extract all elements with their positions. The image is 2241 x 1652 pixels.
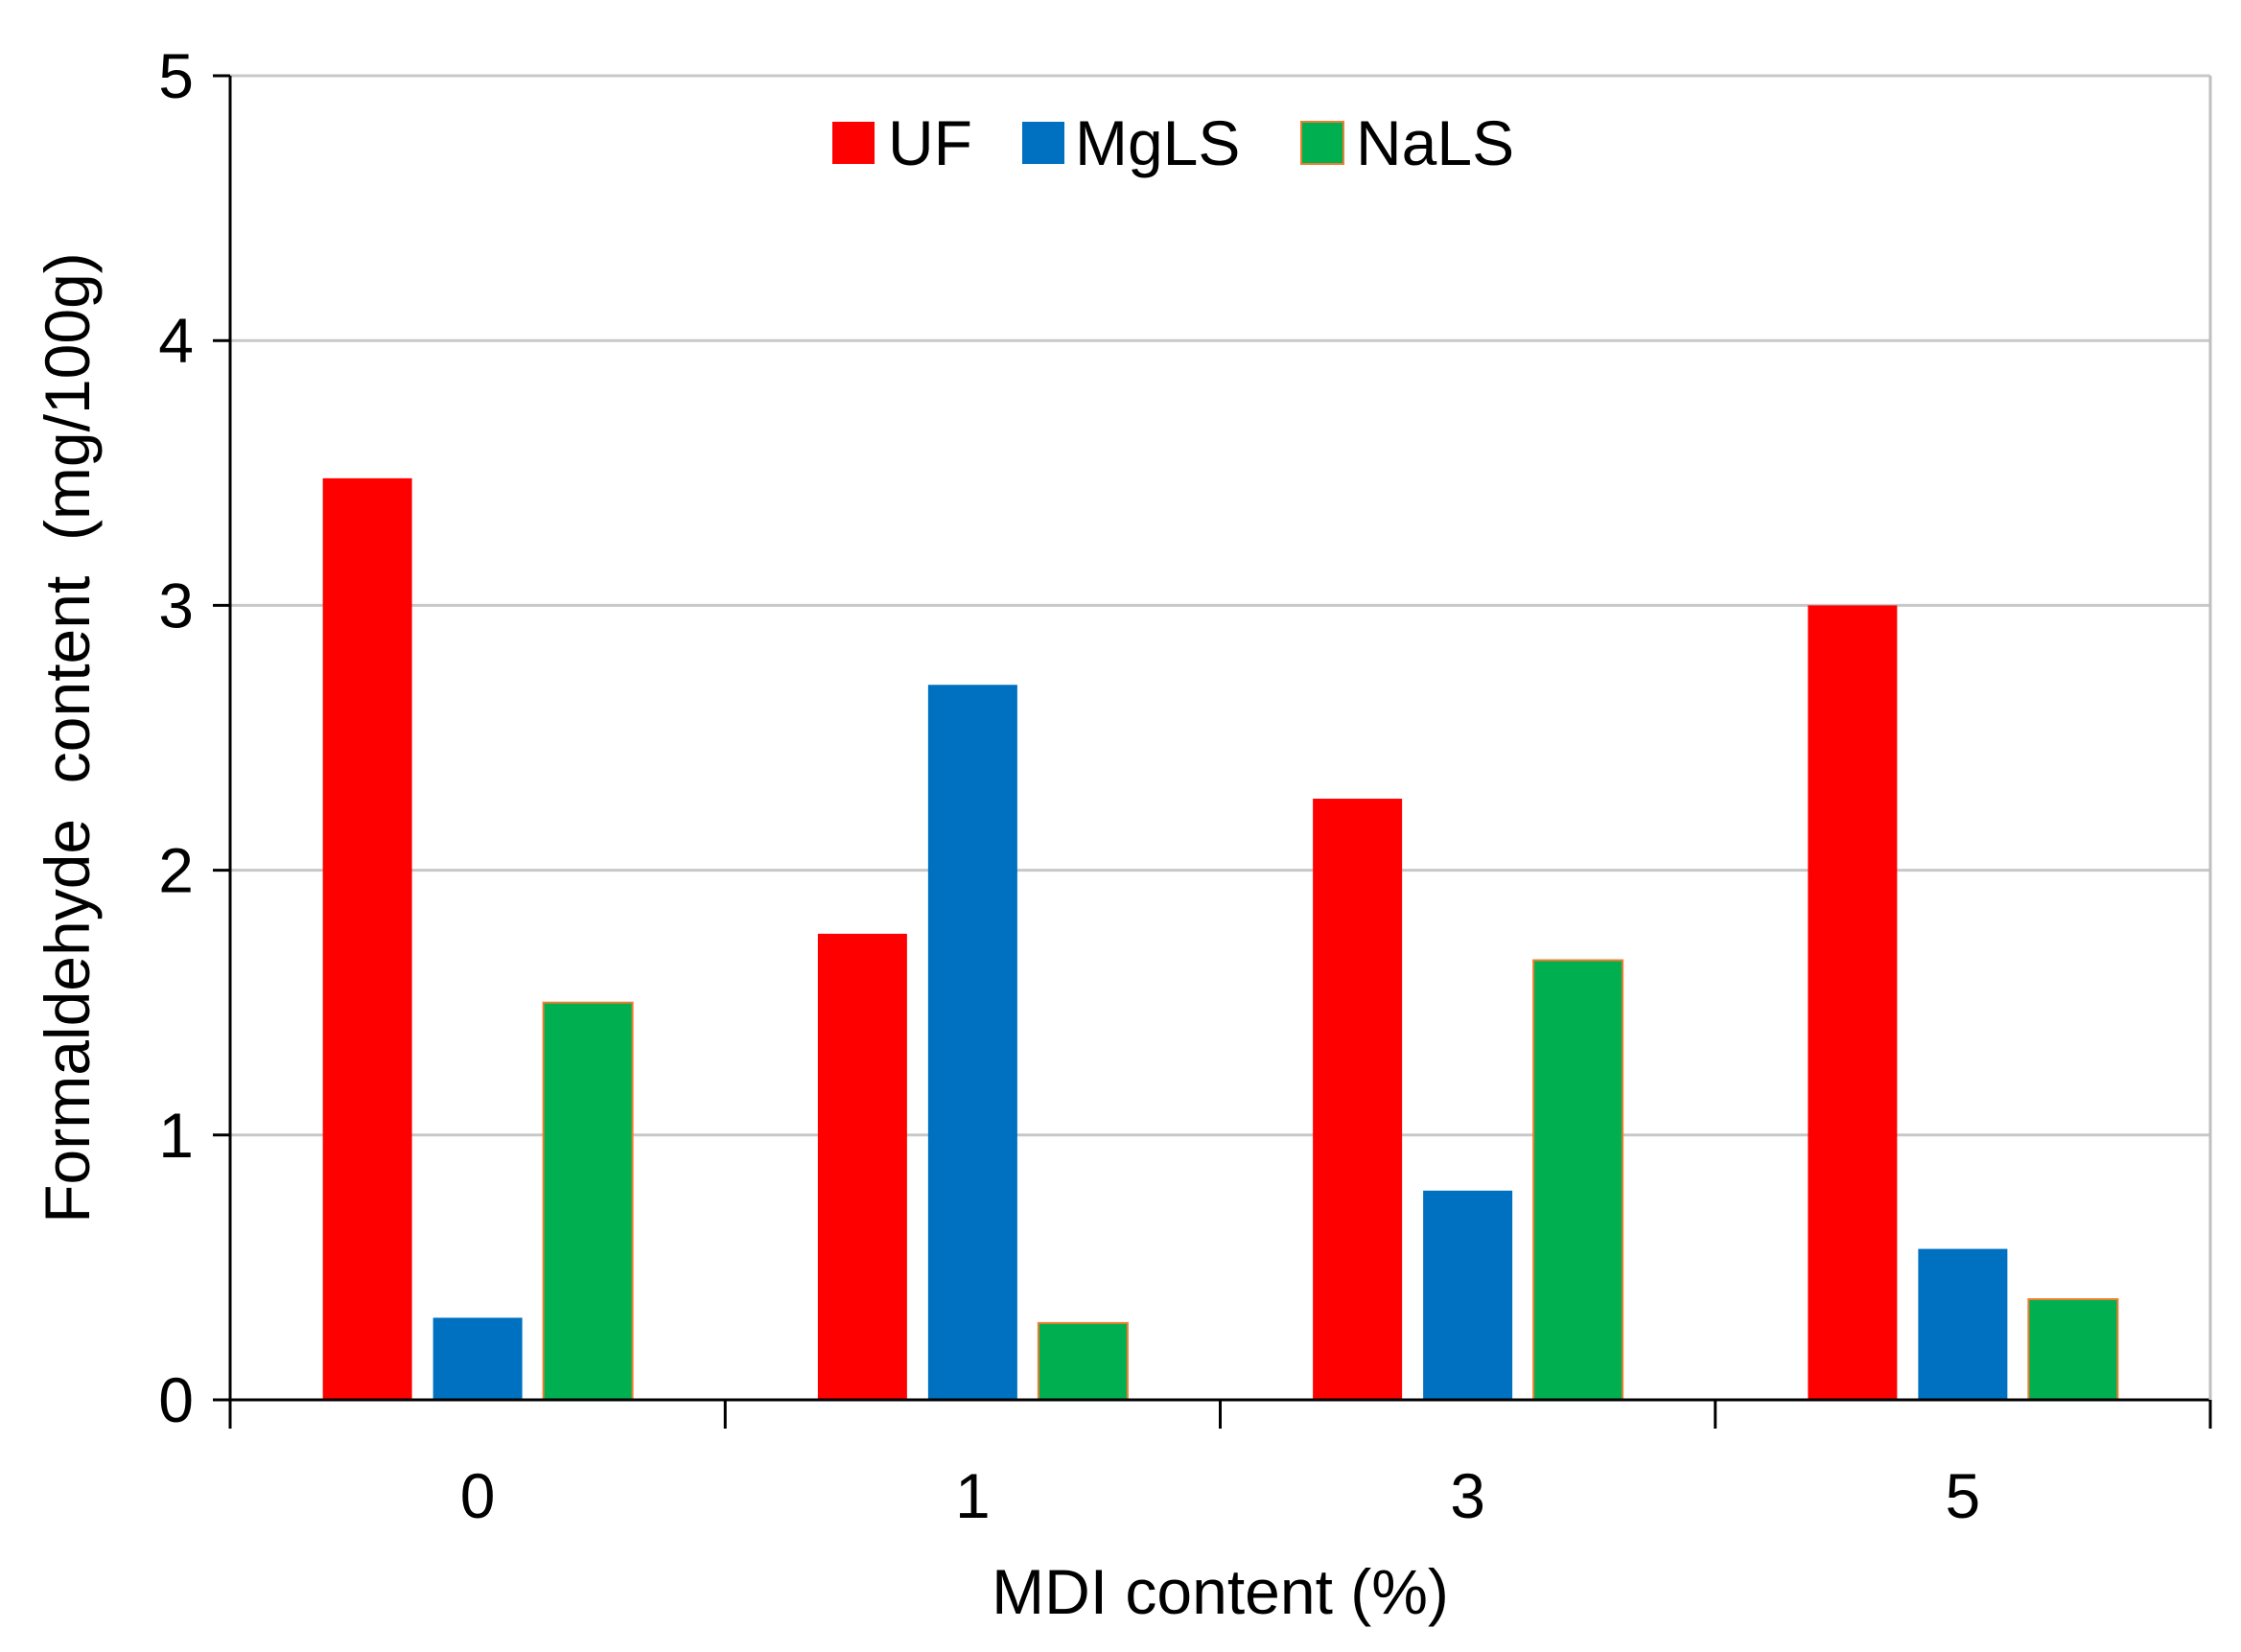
legend-label-uf: UF	[888, 107, 972, 178]
y-tick-label: 5	[158, 40, 194, 111]
legend-label-nals: NaLS	[1356, 107, 1514, 178]
y-tick-label: 1	[158, 1100, 194, 1171]
bar-mgls-5	[1918, 1248, 2008, 1400]
legend-swatch-mgls	[1022, 122, 1064, 164]
x-axis-title: MDI content (%)	[992, 1556, 1449, 1627]
y-tick-label: 2	[158, 835, 194, 906]
bar-uf-3	[1313, 799, 1403, 1400]
bar-mgls-1	[927, 685, 1017, 1400]
y-tick-label: 0	[158, 1364, 194, 1435]
bar-mgls-0	[432, 1317, 523, 1400]
bar-nals-0	[542, 1001, 634, 1401]
legend: UF MgLS NaLS	[832, 107, 1514, 178]
x-tick-label: 3	[1450, 1460, 1485, 1531]
axes	[228, 76, 2212, 1402]
y-tick-label: 4	[158, 305, 194, 376]
y-tick-label: 3	[158, 570, 194, 640]
legend-label-mgls: MgLS	[1075, 107, 1240, 178]
gridlines	[230, 74, 2210, 1137]
x-tick-label: 5	[1946, 1460, 1981, 1531]
bar-nals-1	[1037, 1321, 1129, 1401]
bar-uf-1	[817, 933, 907, 1400]
bar-uf-0	[322, 477, 412, 1401]
legend-swatch-uf	[832, 122, 875, 164]
x-tick-label: 1	[955, 1460, 991, 1531]
y-axis-title: Formaldehyde content (mg/100g)	[32, 252, 103, 1223]
x-ticks: 0 1 3 5	[228, 1400, 2212, 1531]
legend-swatch-nals	[1300, 121, 1344, 165]
x-tick-label: 0	[460, 1460, 496, 1531]
bars	[322, 477, 2119, 1401]
bar-uf-5	[1808, 605, 1898, 1400]
bar-mgls-3	[1423, 1190, 1513, 1400]
bar-nals-3	[1532, 959, 1624, 1401]
y-ticks: 0 1 2 3 4 5	[158, 40, 230, 1435]
bar-nals-5	[2027, 1298, 2119, 1401]
